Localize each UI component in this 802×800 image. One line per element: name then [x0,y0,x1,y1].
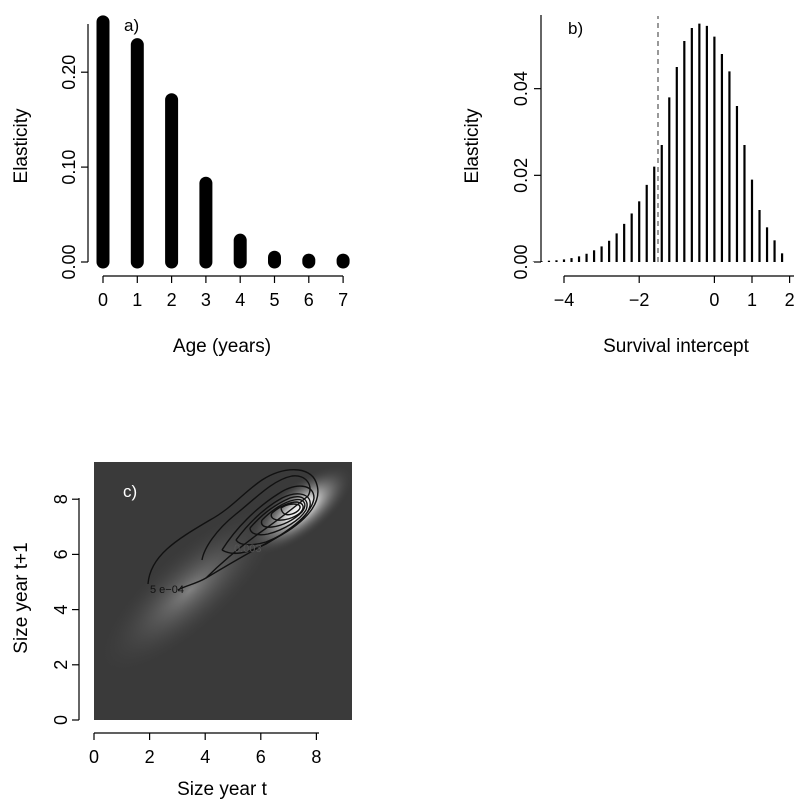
panel-b-y-title: Elasticity [462,108,483,183]
panel-b-x-tick-label: 1 [747,290,757,310]
panel-c-x-tick-label: 8 [311,747,321,767]
panel-b-label: b) [568,19,583,38]
contour-line-7 [270,501,304,521]
contour-line-2 [201,475,311,579]
panel-c-y-tick-label: 2 [51,660,71,670]
panel-a-x-tick-label: 2 [167,290,177,310]
panel-c-y-tick-label: 4 [51,605,71,615]
panel-a-x-title: Age (years) [173,336,271,357]
panel-a-x-tick-label: 7 [338,290,348,310]
panel-a: 0 1 2 3 4 5 6 7 0.00 0.10 0.20 a) Age (years) Elas… [11,15,350,357]
panel-c-contour-label-1: 5 e−04 [150,584,184,596]
panel-c-x-tick-label: 2 [145,747,155,767]
panel-b-x-title: Survival intercept [603,336,749,357]
panel-c-label: c) [123,482,137,501]
contour-line-6 [260,498,306,528]
panel-a-x-tick-label: 4 [235,290,245,310]
panel-a-label: a) [124,16,139,35]
panel-a-x-tick-label: 0 [98,290,108,310]
panel-c-y-tick-label: 8 [51,494,71,504]
contour-line-4 [235,493,311,546]
panel-c-x-tick-label: 4 [200,747,210,767]
panel-c-x-tick-label: 6 [256,747,266,767]
panel-b-x-tick-label: 2 [785,290,795,310]
panel-c-heatmap: 5 e−04 0.003 [94,462,352,720]
panel-c-contours [147,469,319,591]
panel-a-y-tick-label: 0.00 [59,244,79,279]
panel-b-x-tick-label: −4 [554,290,575,310]
panel-b-x-tick-label: −2 [629,290,650,310]
panel-b-y-tick-label: 0.00 [511,244,531,279]
panel-a-y-title: Elasticity [11,108,32,183]
panel-c-y-tick-label: 6 [51,549,71,559]
panel-a-x-tick-label: 6 [304,290,314,310]
panel-b-y-tick-label: 0.02 [511,158,531,193]
panel-b-bars [532,23,784,262]
panel-b: −4 −2 0 1 2 0.00 0.02 0.04 b) Survival intercep… [462,15,795,357]
panel-a-x-tick-label: 5 [269,290,279,310]
panel-a-ticks: 0 1 2 3 4 5 6 7 0.00 0.10 0.20 [59,55,348,310]
panel-a-y-tick-label: 0.20 [59,55,79,90]
panel-a-x-tick-label: 1 [132,290,142,310]
panel-b-ticks: −4 −2 0 1 2 0.00 0.02 0.04 [511,71,795,310]
contour-line-3 [221,485,315,555]
panel-c-x-title: Size year t [177,779,267,800]
panel-b-y-tick-label: 0.04 [511,71,531,106]
panel-c-y-title: Size year t+1 [11,542,32,653]
panel-c-contour-label-2: 0.003 [234,543,262,555]
contour-line-5 [249,496,308,536]
panel-c-diagonal-glow [96,504,284,676]
panel-c-y-tick-label: 0 [51,715,71,725]
panel-b-x-tick-label: 0 [709,290,719,310]
contour-line-8 [280,503,301,516]
panel-a-y-tick-label: 0.10 [59,150,79,185]
panel-a-bars [96,15,350,269]
panel-c: 5 e−04 0.003 c) 0 2 4 6 8 0 2 4 6 8 Size year t S… [11,462,352,800]
panel-c-x-tick-label: 0 [89,747,99,767]
panel-a-x-tick-label: 3 [201,290,211,310]
panel-c-ticks: 0 2 4 6 8 0 2 4 6 8 [51,494,321,767]
